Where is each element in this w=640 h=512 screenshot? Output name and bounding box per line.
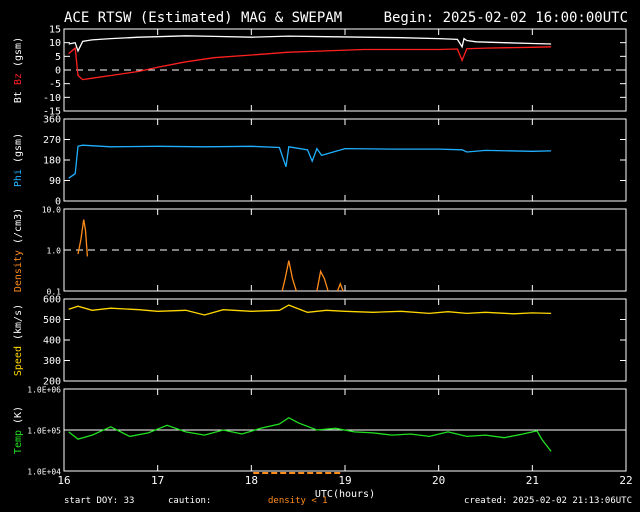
- series-line-bz: [68, 46, 552, 81]
- y-tick-label-density: 1.0: [47, 247, 62, 256]
- series-line-density: [281, 260, 297, 292]
- y-axis-label-mag: Bt Bz (gsm): [13, 37, 24, 103]
- density-note: density < 1: [268, 496, 328, 506]
- x-tick-label: 19: [338, 474, 351, 487]
- y-tick-label-mag: 15: [49, 25, 61, 36]
- series-line-speed: [68, 304, 552, 316]
- y-axis-label-part: (gsm): [13, 133, 24, 163]
- series-line-temp: [68, 416, 552, 452]
- series-line-density: [316, 269, 329, 292]
- y-tick-label-mag: -15: [43, 107, 61, 118]
- y-axis-label-temp: Temp (K): [13, 406, 24, 454]
- y-tick-label-speed: 200: [43, 377, 61, 388]
- y-axis-label-part: Bz: [13, 67, 24, 85]
- y-axis-label-part: (/cm3): [13, 208, 24, 244]
- y-tick-label-speed: 500: [43, 315, 61, 326]
- y-axis-label-part: Phi: [13, 163, 24, 187]
- chart-title: ACE RTSW (Estimated) MAG & SWEPAM: [64, 10, 343, 26]
- x-tick-label: 22: [619, 474, 632, 487]
- y-tick-label-speed: 400: [43, 336, 61, 347]
- y-tick-label-temp: 1.0E+04: [27, 468, 61, 477]
- x-tick-label: 16: [57, 474, 70, 487]
- caution-label: caution:: [168, 496, 212, 506]
- y-tick-label-speed: 300: [43, 356, 61, 367]
- y-axis-label-part: Speed: [13, 340, 24, 376]
- y-tick-label-phi: 270: [43, 135, 61, 146]
- y-axis-label-part: (km/s): [13, 304, 24, 340]
- y-axis-label-speed: Speed (km/s): [13, 304, 24, 376]
- y-axis-label-density: Density (/cm3): [13, 208, 24, 292]
- y-tick-label-phi: 0: [55, 197, 61, 208]
- y-tick-label-phi: 90: [49, 176, 61, 187]
- begin-time: Begin: 2025-02-02 16:00:00UTC: [383, 10, 628, 26]
- y-tick-label-phi: 180: [43, 156, 61, 167]
- y-tick-label-mag: -10: [43, 93, 61, 104]
- y-axis-label-part: Temp: [13, 424, 24, 454]
- series-line-bt: [68, 35, 552, 53]
- y-axis-label-part: Bt: [13, 85, 24, 103]
- series-line-density: [77, 219, 89, 257]
- y-tick-label-mag: 10: [49, 38, 61, 49]
- panel-frame-phi: [63, 118, 627, 202]
- x-tick-label: 20: [432, 474, 445, 487]
- x-tick-label: 21: [526, 474, 539, 487]
- y-axis-label-part: (gsm): [13, 37, 24, 67]
- start-doy: start DOY: 33: [64, 496, 135, 506]
- y-tick-label-mag: 5: [55, 52, 61, 63]
- y-axis-label-phi: Phi (gsm): [13, 133, 24, 187]
- y-tick-label-density: 0.1: [47, 288, 62, 297]
- y-axis-label-part: (K): [13, 406, 24, 424]
- y-tick-label-mag: -5: [49, 79, 61, 90]
- y-tick-label-temp: 1.0E+06: [27, 386, 61, 395]
- y-tick-label-mag: 0: [55, 66, 61, 77]
- x-tick-label: 17: [151, 474, 164, 487]
- y-axis-label-part: Density: [13, 244, 24, 292]
- y-tick-label-temp: 1.0E+05: [27, 427, 61, 436]
- created-time: created: 2025-02-02 21:13:06UTC: [464, 496, 632, 506]
- series-line-phi: [68, 144, 552, 179]
- x-tick-label: 18: [245, 474, 258, 487]
- y-tick-label-density: 10.0: [42, 206, 61, 215]
- y-tick-label-phi: 360: [43, 115, 61, 126]
- series-line-density: [336, 282, 344, 292]
- x-axis-label: UTC(hours): [315, 489, 375, 500]
- y-tick-label-speed: 600: [43, 295, 61, 306]
